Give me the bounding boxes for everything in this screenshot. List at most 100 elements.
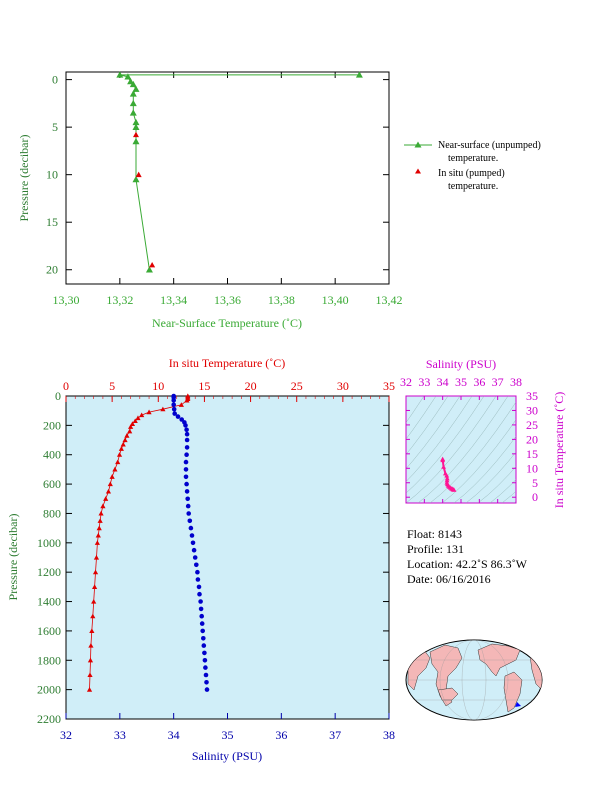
temperature-axis-title: In situ Temperature (˚C): [169, 356, 286, 370]
legend-label-near-surface: Near-surface (unpumped) temperature.: [438, 140, 541, 164]
salinity-profile-point: [191, 547, 197, 553]
pressure-tick-label: 0: [55, 389, 61, 403]
salinity-profile-point: [194, 562, 199, 568]
salinity-tick-label: 35: [222, 728, 234, 742]
pressure-tick-label: 800: [43, 506, 61, 520]
profile-date: Date: 06/16/2016: [407, 572, 491, 586]
temperature-profile-point: [103, 496, 109, 501]
salinity-profile-point: [202, 650, 207, 656]
map-graticule: [406, 640, 542, 720]
ts-density-contours: [406, 396, 516, 503]
salinity-tick-label: 38: [383, 728, 395, 742]
map-land-south-america: [503, 671, 523, 713]
temperature-profile-point: [90, 613, 96, 619]
salinity-axis-label: Salinity (PSU): [192, 749, 262, 763]
temperature-profile-point: [115, 459, 121, 465]
near-surface-point: [129, 99, 137, 107]
salinity-profile-point: [201, 643, 207, 648]
ts-x-tick-label: 32: [400, 375, 412, 389]
near-surface-x-tick-label: 13,36: [214, 293, 241, 307]
salinity-profile-point: [183, 467, 189, 472]
temperature-profile-point: [128, 424, 134, 429]
pressure-tick-label: 1800: [37, 653, 61, 667]
temperature-profile-point: [120, 441, 126, 447]
temperature-tick-label: 25: [291, 379, 303, 393]
pressure-tick-label: 400: [43, 448, 61, 462]
near-surface-chart: 13,30 13,32 13,34 13,36 13,38 13,40 13,42 0 5 10…: [17, 71, 403, 330]
near-surface-x-tick-label: 13,32: [106, 293, 133, 307]
near-surface-y-axis: 0 5 10 15 20: [46, 73, 389, 277]
temperature-profile-point: [160, 406, 166, 412]
legend: Near-surface (unpumped) temperature. In s…: [404, 140, 541, 192]
ts-y-tick-label: 35: [526, 389, 538, 403]
salinity-profile-point: [188, 525, 194, 531]
ts-y-label: In situ Temperature (˚C): [552, 392, 566, 509]
temperature-profile-point: [100, 503, 106, 509]
pressure-tick-label: 1200: [37, 565, 61, 579]
profile-series: [86, 393, 210, 692]
near-surface-point: [355, 71, 363, 78]
temperature-profile-point: [87, 657, 94, 663]
ts-point: [444, 473, 450, 478]
salinity-profile-point: [184, 437, 190, 443]
ts-y-tick-label: 0: [532, 490, 538, 504]
temperature-profile-point: [132, 418, 138, 424]
density-contour: [406, 396, 449, 455]
temperature-tick-label: 10: [152, 379, 164, 393]
temperature-profile-point: [105, 488, 112, 494]
salinity-profile-point: [185, 503, 191, 509]
salinity-profile-point: [187, 518, 193, 524]
near-surface-point: [132, 118, 140, 126]
ts-y-tick-label: 5: [532, 476, 538, 490]
temperature-profile-point: [124, 433, 130, 438]
near-surface-y-tick-label: 5: [52, 120, 58, 134]
ts-point: [451, 487, 457, 492]
near-surface-plot-frame: [65, 71, 390, 285]
near-surface-y-tick-label: 20: [46, 263, 58, 277]
near-surface-x-tick-label: 13,42: [376, 293, 403, 307]
near-surface-x-tick-label: 13,30: [53, 293, 80, 307]
near-surface-y-tick-label: 0: [52, 73, 58, 87]
location-map: [405, 639, 543, 721]
temperature-profile-point: [184, 397, 190, 403]
temperature-profile-point: [93, 554, 100, 560]
salinity-profile-point: [202, 658, 208, 663]
density-contour: [429, 401, 516, 503]
salinity-profile-point: [184, 427, 189, 433]
density-contour: [453, 436, 516, 503]
temperature-profile-point: [118, 446, 124, 451]
salinity-profile-point: [186, 511, 191, 516]
legend-label-in-situ: In situ (pumped) temperature.: [438, 168, 505, 192]
pressure-tick-label: 1600: [37, 624, 61, 638]
ts-point: [440, 457, 446, 463]
temperature-profile-point: [89, 628, 95, 633]
salinity-profile-point: [189, 533, 195, 538]
salinity-profile-point: [200, 628, 205, 634]
salinity-profile-point: [199, 621, 205, 626]
ts-x-tick-label: 38: [510, 375, 522, 389]
near-surface-point: [124, 73, 132, 80]
near-surface-y-label: Pressure (decibar): [17, 135, 31, 222]
near-surface-point: [132, 85, 140, 92]
temperature-tick-label: 35: [383, 379, 395, 393]
salinity-profile-point: [184, 452, 189, 458]
temperature-profile-point: [129, 421, 136, 426]
density-contour: [489, 479, 516, 503]
density-contour: [406, 396, 425, 423]
density-contour: [406, 396, 437, 440]
temperature-tick-label: 20: [245, 379, 257, 393]
salinity-tick-label: 32: [60, 728, 72, 742]
legend-marker-near-surface: [414, 141, 422, 148]
density-contour: [465, 451, 516, 503]
density-contour: [406, 396, 473, 482]
salinity-profile-point: [198, 599, 203, 604]
near-surface-point: [132, 175, 140, 183]
pressure-tick-label: 200: [43, 418, 61, 432]
in-situ-point: [132, 131, 139, 138]
salinity-profile-point: [171, 406, 177, 412]
near-surface-x-tick-label: 13,34: [160, 293, 187, 307]
temperature-profile-point: [135, 415, 141, 421]
temperature-profile-point: [92, 584, 98, 589]
near-surface-line: [119, 74, 360, 270]
